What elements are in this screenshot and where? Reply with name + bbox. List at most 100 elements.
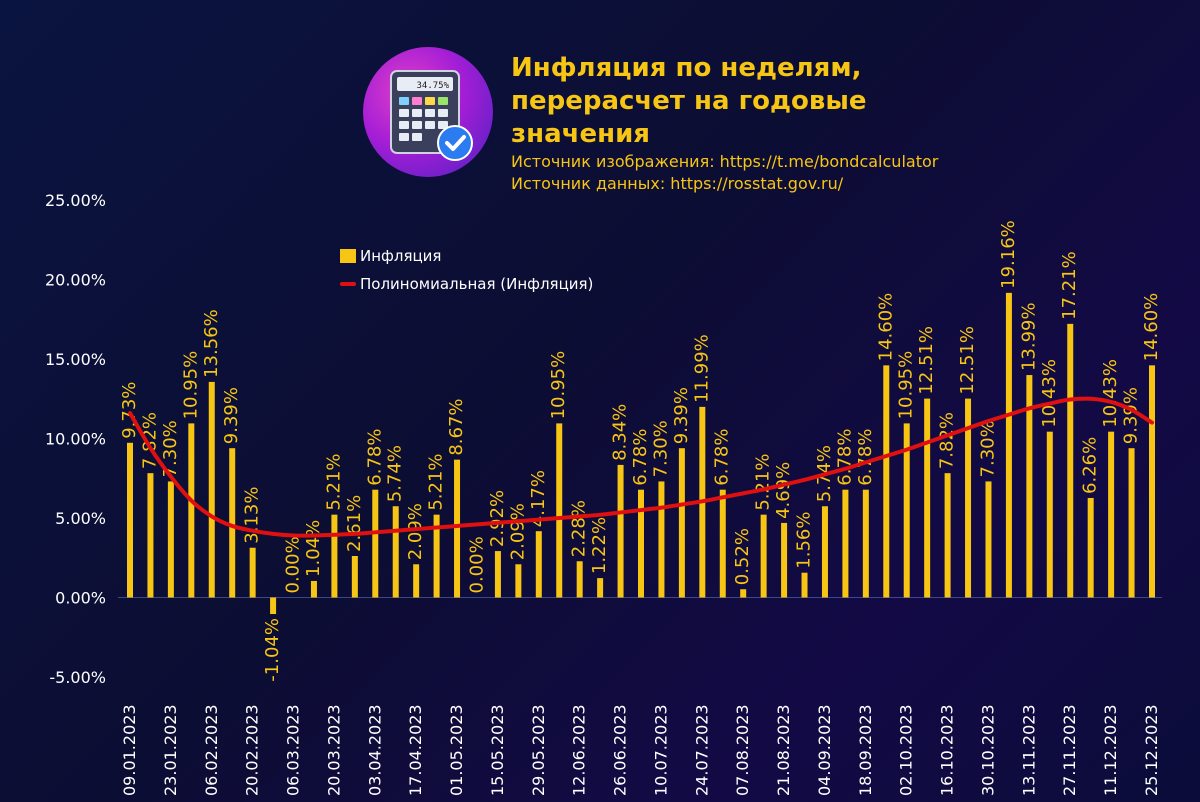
y-tick-label: 25.00% <box>45 191 106 210</box>
bar-data-label: 10.43% <box>1039 359 1060 428</box>
bar <box>270 597 277 615</box>
bar <box>801 572 808 598</box>
chart-legend: Инфляция Полиномиальная (Инфляция) <box>340 242 593 298</box>
bar <box>678 448 685 598</box>
x-tick-label: 01.05.2023 <box>447 704 466 796</box>
title-line-2: перерасчет на годовые <box>511 86 867 116</box>
bar-data-labels: 9.73%7.82% 7.30%10.95%13.56%9.39%3.13%-1.… <box>119 220 1162 682</box>
bar <box>903 423 910 598</box>
bar-series <box>127 292 1155 615</box>
data-source: Источник данных: https://rosstat.gov.ru/ <box>511 174 844 193</box>
bar <box>821 506 828 598</box>
bar <box>1149 365 1155 598</box>
calculator-logo: 34.75% <box>363 47 493 177</box>
bar-data-label: 5.21% <box>426 453 447 510</box>
bar <box>515 564 522 598</box>
bar-data-label: 5.21% <box>753 453 774 510</box>
x-tick-label: 10.07.2023 <box>651 704 670 796</box>
image-source: Источник изображения: https://t.me/bondc… <box>511 152 939 171</box>
x-tick-label: 25.12.2023 <box>1142 704 1161 796</box>
y-tick-label: -5.00% <box>49 668 106 687</box>
x-tick-label: 23.01.2023 <box>161 704 180 796</box>
bar-data-label: 9.39% <box>1121 387 1142 444</box>
bar-data-label: 6.26% <box>1080 437 1101 494</box>
bar <box>862 489 869 598</box>
x-tick-label: 21.08.2023 <box>774 704 793 796</box>
bar <box>985 481 992 598</box>
bar-data-label: 10.43% <box>1100 359 1121 428</box>
x-tick-label: 27.11.2023 <box>1060 704 1079 796</box>
bar-data-label: 6.78% <box>364 429 385 486</box>
bar-data-label: 1.22% <box>589 517 610 574</box>
bar <box>147 473 154 598</box>
x-tick-label: 17.04.2023 <box>406 704 425 796</box>
bar <box>556 423 563 598</box>
bar-data-label: 7.82% <box>937 412 958 469</box>
bar <box>597 578 604 598</box>
bar <box>842 489 849 598</box>
bar <box>760 514 767 598</box>
x-tick-label: 24.07.2023 <box>692 704 711 796</box>
bar-data-label: 2.28% <box>569 500 590 557</box>
bar <box>740 589 747 598</box>
bar <box>1128 448 1135 598</box>
y-axis: -5.00% 0.00% 5.00% 10.00% 15.00% 20.00% 25.00% <box>45 191 106 687</box>
bar-data-label: 6.78% <box>712 429 733 486</box>
bar <box>965 398 972 598</box>
y-tick-label: 15.00% <box>45 350 106 369</box>
x-tick-label: 16.10.2023 <box>938 704 957 796</box>
bar <box>413 564 420 598</box>
bar <box>638 489 644 598</box>
bar <box>433 514 440 598</box>
check-badge-icon <box>437 125 473 161</box>
bar <box>535 531 542 598</box>
bar-data-label: 11.99% <box>691 334 712 403</box>
bar-data-label: 8.34% <box>610 404 631 461</box>
legend-bar-label: Инфляция <box>360 247 442 265</box>
x-tick-label: 04.09.2023 <box>815 704 834 796</box>
legend-item-bars: Инфляция <box>340 242 593 270</box>
bar-data-label: 9.73% <box>119 382 140 439</box>
bar <box>249 547 256 598</box>
bar-data-label: 7.30% <box>160 420 181 477</box>
bar-data-label: 5.21% <box>323 453 344 510</box>
bar <box>188 423 195 598</box>
bar-data-label: 9.39% <box>671 387 692 444</box>
bar-data-label: 0.00% <box>283 536 304 593</box>
bar <box>310 580 317 598</box>
bar <box>372 489 379 598</box>
bar <box>719 489 726 598</box>
bar-data-label: 10.95% <box>896 351 917 420</box>
bar <box>229 448 236 598</box>
x-tick-label: 06.03.2023 <box>284 704 303 796</box>
bar-data-label: 5.74% <box>385 445 406 502</box>
bar-data-label: 13.56% <box>201 309 222 378</box>
calculator-icon: 34.75% <box>390 70 473 161</box>
bar-data-label: 1.04% <box>303 520 324 577</box>
bar <box>924 398 931 598</box>
bar-data-label: 10.95% <box>180 351 201 420</box>
y-tick-label: 10.00% <box>45 430 106 449</box>
bar <box>1026 375 1033 598</box>
bar <box>1067 323 1074 598</box>
x-tick-label: 13.11.2023 <box>1019 704 1038 796</box>
x-tick-label: 20.02.2023 <box>243 704 262 796</box>
bar-data-label: 9.39% <box>221 387 242 444</box>
x-tick-label: 26.06.2023 <box>611 704 630 796</box>
bar <box>127 442 133 598</box>
bar-data-label: 1.56% <box>794 512 815 569</box>
bar <box>1005 292 1012 598</box>
bar-data-label: 12.51% <box>957 326 978 395</box>
bar <box>781 522 788 598</box>
bar <box>883 365 890 598</box>
bar <box>658 481 665 598</box>
x-tick-label: 07.08.2023 <box>733 704 752 796</box>
bar-data-label: 14.60% <box>875 293 896 362</box>
x-tick-label: 30.10.2023 <box>978 704 997 796</box>
bar-data-label: 3.13% <box>242 487 263 544</box>
x-tick-label: 12.06.2023 <box>570 704 589 796</box>
legend-line-label: Полиномиальная (Инфляция) <box>360 275 594 293</box>
legend-item-trend: Полиномиальная (Инфляция) <box>340 270 593 298</box>
y-tick-label: 5.00% <box>55 509 106 528</box>
